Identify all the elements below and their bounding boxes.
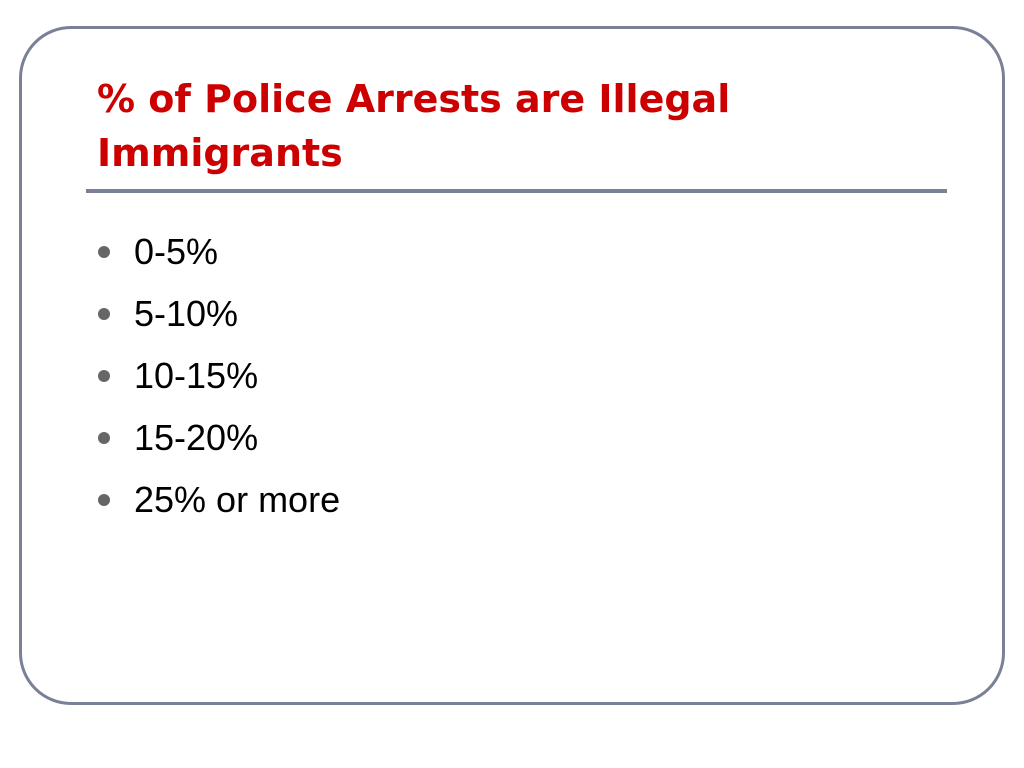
bullet-item-3: 10-15% bbox=[98, 345, 340, 407]
bullet-text: 25% or more bbox=[134, 479, 341, 520]
slide-frame bbox=[19, 26, 1005, 705]
bullet-list: 0-5% 5-10% 10-15% 15-20% 25% or more bbox=[98, 221, 340, 531]
bullet-dot-icon bbox=[98, 494, 110, 506]
bullet-text: 10-15% bbox=[134, 355, 259, 396]
title-divider bbox=[86, 189, 947, 193]
bullet-text: 0-5% bbox=[134, 231, 219, 272]
bullet-dot-icon bbox=[98, 246, 110, 258]
bullet-item-4: 15-20% bbox=[98, 407, 340, 469]
bullet-text: 5-10% bbox=[134, 293, 239, 334]
bullet-dot-icon bbox=[98, 370, 110, 382]
bullet-item-2: 5-10% bbox=[98, 283, 340, 345]
bullet-item-1: 0-5% bbox=[98, 221, 340, 283]
slide-title: % of Police Arrests are Illegal Immigran… bbox=[97, 77, 731, 175]
bullet-dot-icon bbox=[98, 432, 110, 444]
bullet-item-5: 25% or more bbox=[98, 469, 340, 531]
bullet-text: 15-20% bbox=[134, 417, 259, 458]
bullet-dot-icon bbox=[98, 308, 110, 320]
